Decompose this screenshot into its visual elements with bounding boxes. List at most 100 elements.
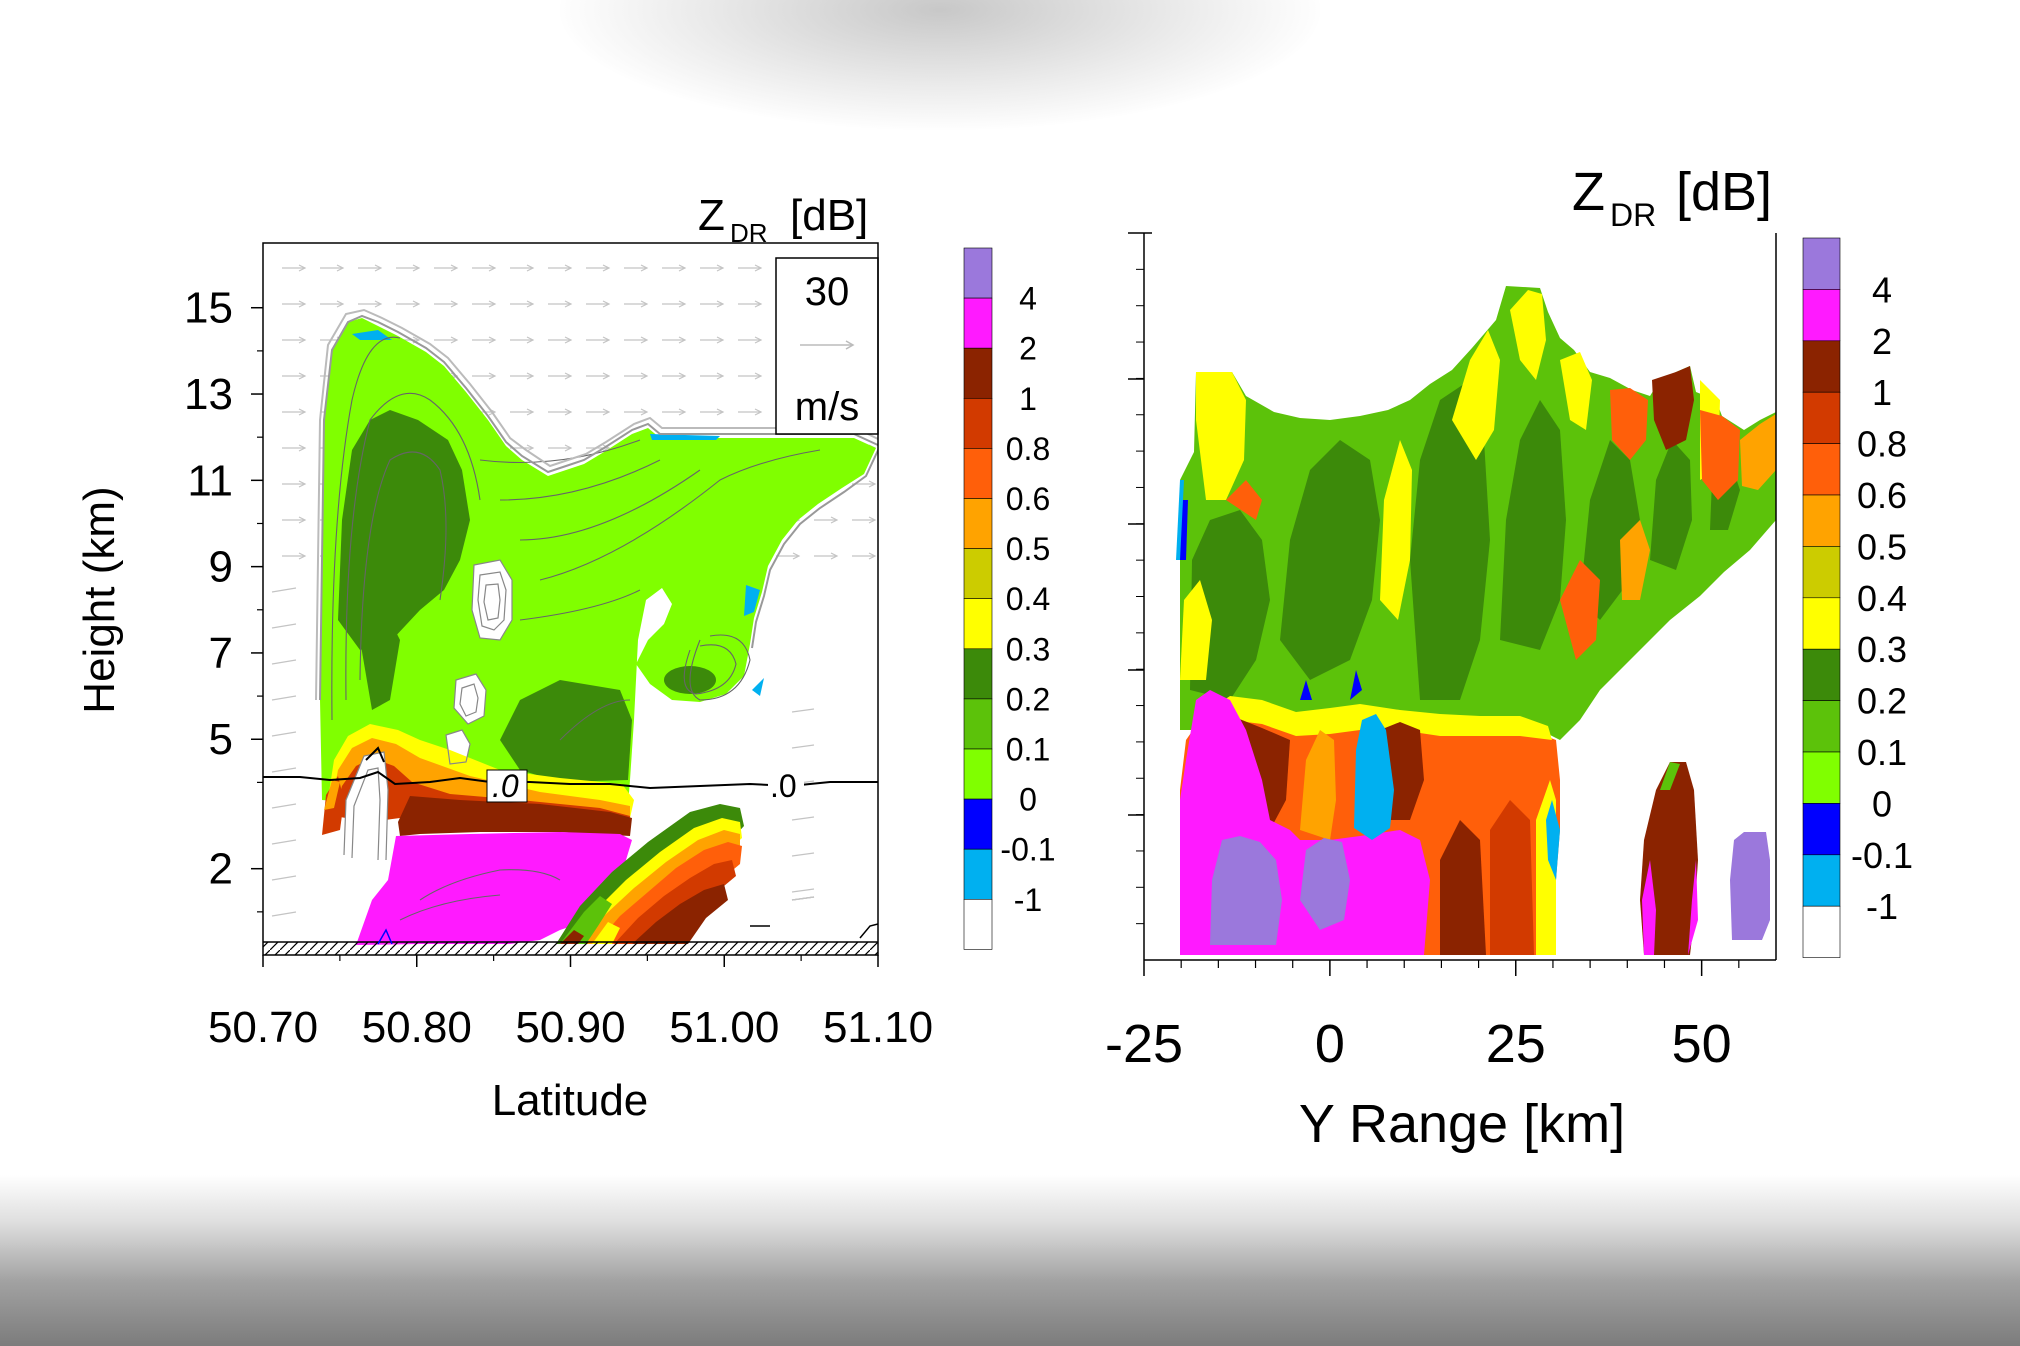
y-tick-label: 5 [209, 715, 233, 764]
wind-vector [791, 816, 815, 821]
x-tick-label: 50.70 [208, 1003, 318, 1052]
colorbar-label: 0.5 [1857, 526, 1907, 567]
colorbar-swatch [963, 448, 993, 499]
y-tick-label: 9 [209, 543, 233, 592]
right-colorbar: 4 2 1 0.8 0.6 0.5 0.4 0.3 0.2 0.1 0 -0.1 -1 [1802, 237, 1913, 958]
x-tick-label: 50 [1672, 1014, 1732, 1074]
x-tick-label: 50.90 [515, 1003, 625, 1052]
wind-vector [791, 896, 815, 901]
wind-vector [271, 587, 297, 593]
region-zdr-1 [398, 796, 632, 836]
colorbar-label: -1 [1866, 886, 1898, 927]
right-title-main: Z [1572, 162, 1605, 222]
colorbar-label: 4 [1019, 281, 1037, 317]
colorbar-swatch [963, 397, 993, 449]
y-tick-label: 7 [209, 629, 233, 678]
colorbar-swatch [963, 498, 993, 549]
colorbar-swatch [1802, 443, 1841, 496]
right-plot-area [1144, 233, 1776, 960]
colorbar-label: 0.5 [1006, 531, 1050, 567]
colorbar-label: 0.8 [1857, 424, 1907, 465]
x-tick-label: 51.00 [669, 1003, 779, 1052]
colorbar-swatch [963, 297, 993, 349]
colorbar-label: 0.3 [1857, 629, 1907, 670]
isolated-cell-purple [1730, 832, 1770, 940]
colorbar-swatch [1802, 700, 1841, 753]
colorbar-swatch [1802, 289, 1841, 342]
colorbar-swatch [1802, 905, 1841, 958]
right-y-axis [1128, 232, 1144, 925]
colorbar-swatch [1802, 751, 1841, 804]
wind-vector [791, 744, 815, 749]
wind-vector [271, 875, 297, 881]
colorbar-swatch [1802, 803, 1841, 856]
region-zdr-4 [1210, 836, 1282, 945]
colorbar-swatch [1802, 237, 1841, 290]
colorbar-swatch [1802, 340, 1841, 393]
left-y-axis-label: Height (km) [75, 486, 124, 713]
contour-lines [331, 336, 821, 921]
right-title-sub: DR [1610, 197, 1656, 233]
colorbar-swatch [963, 598, 993, 650]
colorbar-label: 4 [1872, 269, 1892, 310]
terrain-hatch [263, 942, 878, 955]
colorbar-swatch [963, 848, 993, 900]
y-tick-label: 15 [184, 284, 233, 333]
region-zdr-0.2 [1190, 380, 1740, 700]
wind-vector [791, 708, 815, 713]
colorbar-label: 0.6 [1006, 481, 1050, 517]
wind-vector [271, 659, 297, 665]
right-x-axis-label: Y Range [km] [1299, 1094, 1625, 1154]
wind-vector [271, 695, 297, 701]
wind-vector [791, 888, 815, 893]
left-x-axis-label: Latitude [492, 1076, 649, 1125]
region-zdr-0.2 [338, 410, 470, 650]
colorbar-swatch [1802, 597, 1841, 650]
colorbar-swatch [1802, 494, 1841, 547]
vector-reference-value: 30 [805, 270, 850, 314]
colorbar-label: 1 [1019, 381, 1037, 417]
right-x-axis: -25 0 25 50 [1105, 960, 1740, 1074]
y-tick-label: 2 [209, 845, 233, 894]
region-zdr-0.6 [1226, 366, 1776, 660]
colorbar-label: 0.8 [1006, 431, 1050, 467]
left-x-axis: 50.70 50.80 50.90 51.00 51.10 [208, 955, 933, 1052]
wind-vector [271, 911, 297, 917]
colorbar-label: -1 [1014, 882, 1042, 918]
x-tick-label: 0 [1315, 1014, 1345, 1074]
colorbar-swatch [963, 698, 993, 750]
left-title-main: Z [698, 191, 725, 240]
colorbar-label: 0 [1872, 783, 1892, 824]
colorbar-label: -0.1 [1000, 832, 1055, 868]
colorbar-swatch [963, 748, 993, 800]
colorbar-label: 0.4 [1857, 578, 1907, 619]
left-title-unit: [dB] [790, 191, 868, 240]
region-zdr-2 [356, 832, 632, 945]
freezing-level-label-2: .0 [770, 768, 797, 804]
wind-vector [271, 623, 297, 629]
colorbar-swatch [963, 648, 993, 700]
freezing-label-bg [768, 770, 804, 802]
background-bottom-band [0, 1175, 2020, 1346]
colorbar-label: -0.1 [1851, 835, 1913, 876]
y-tick-label: 11 [187, 456, 233, 505]
wind-vector [271, 731, 297, 737]
colorbar-label: 1 [1872, 372, 1892, 413]
right-panel: Z DR [dB] [1105, 162, 1777, 1154]
vector-reference-unit: m/s [795, 385, 859, 429]
colorbar-label: 0.1 [1006, 732, 1050, 768]
x-tick-label: 25 [1486, 1014, 1546, 1074]
colorbar-swatch [1802, 854, 1841, 907]
left-colorbar: 4 2 1 0.8 0.6 0.5 0.4 0.3 0.2 0.1 0 -0.1 -1 [963, 247, 1056, 950]
x-tick-label: 50.80 [362, 1003, 472, 1052]
freezing-level-label-1: .0 [492, 768, 519, 804]
colorbar-swatch [1802, 648, 1841, 701]
colorbar-label: 0.2 [1857, 681, 1907, 722]
freezing-label-box [486, 769, 528, 803]
y-tick-label: 13 [184, 370, 233, 419]
left-panel: Z DR [dB] [75, 191, 933, 1125]
colorbar-label: 0.1 [1857, 732, 1907, 773]
colorbar-swatch [1802, 391, 1841, 444]
x-tick-label: -25 [1105, 1014, 1183, 1074]
